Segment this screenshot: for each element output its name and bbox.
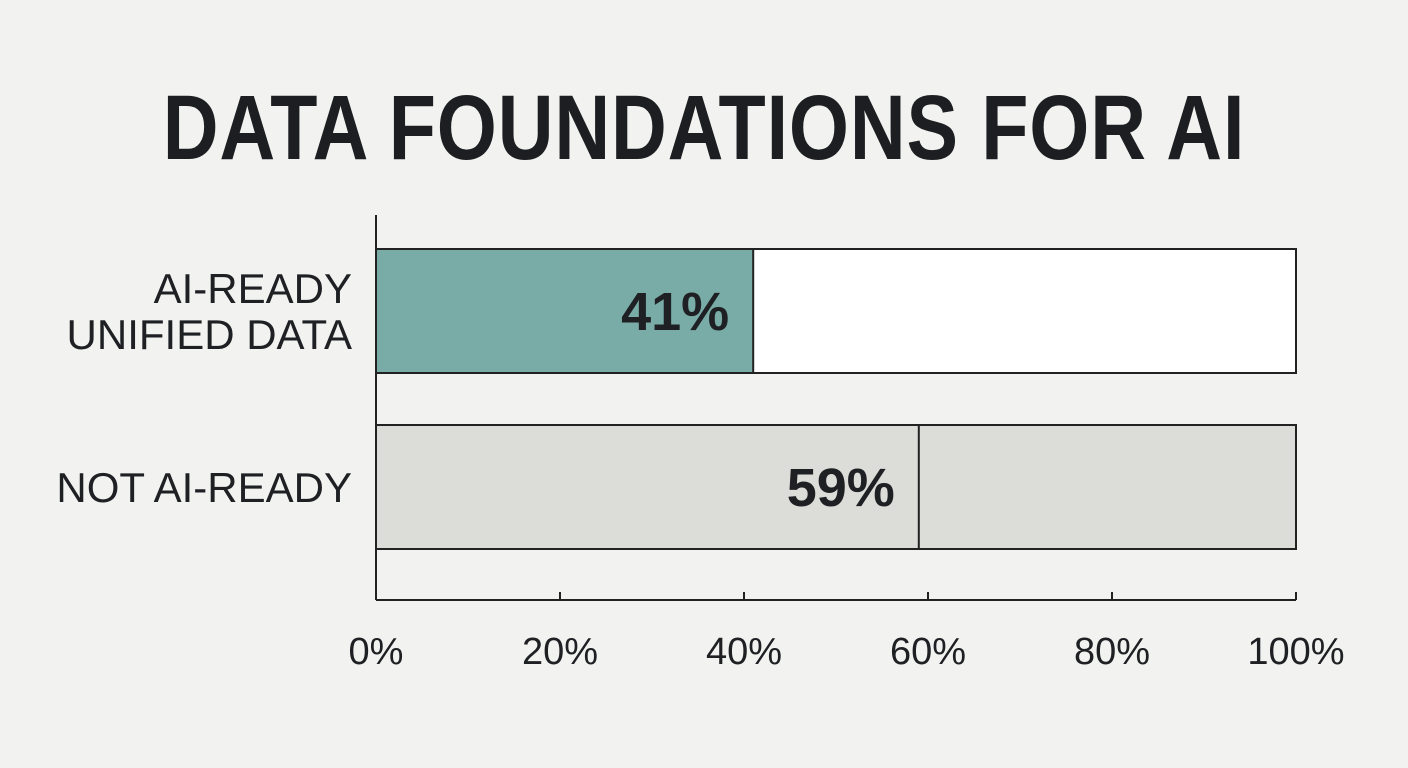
bar-value-label: 41%	[621, 282, 729, 342]
category-label: NOT AI-READY	[56, 464, 352, 511]
bar-value-label: 59%	[787, 458, 895, 518]
x-tick-label: 40%	[706, 631, 782, 673]
bar	[375, 248, 755, 374]
x-tick-label: 60%	[890, 631, 966, 673]
category-label: AI-READY	[154, 265, 352, 312]
x-tick-label: 100%	[1247, 631, 1344, 673]
chart-title: DATA FOUNDATIONS FOR AI	[162, 77, 1246, 179]
category-label: UNIFIED DATA	[67, 311, 352, 358]
bar	[375, 424, 920, 550]
x-tick-label: 80%	[1074, 631, 1150, 673]
x-tick-label: 0%	[349, 631, 404, 673]
x-tick-label: 20%	[522, 631, 598, 673]
